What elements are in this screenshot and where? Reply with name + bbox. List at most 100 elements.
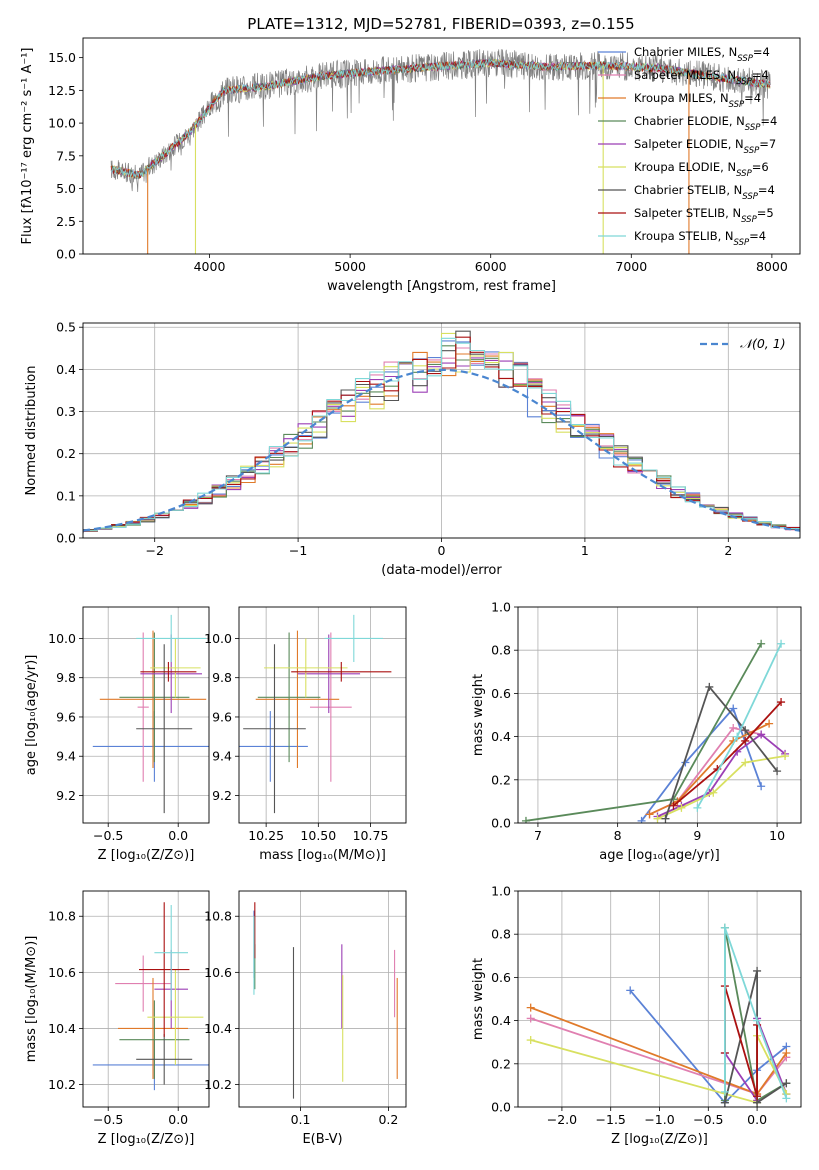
age_vs_mass-xtick-label: 10.50 xyxy=(300,828,336,843)
residuals-axes: −2 −1 0 1 2 0.0 0.1 0.2 0.3 0.4 0.5 (data-model)/er… xyxy=(24,320,800,578)
spectrum-ytick-label: 0.0 xyxy=(56,247,76,262)
mass_vs_ebv-ytick-label: 10.4 xyxy=(204,1021,232,1036)
spectrum-ytick-label: 2.5 xyxy=(56,214,76,229)
residuals-xtick-label: 1 xyxy=(581,543,589,558)
mass_weight_vs_age-ytick-label: 0.2 xyxy=(491,772,511,787)
spectrum-ytick-label: 15.0 xyxy=(48,50,76,65)
age_vs_Z-ytick-label: 9.2 xyxy=(56,788,76,803)
mass_weight_vs_age-marker-3-0 xyxy=(521,816,530,823)
age_vs_mass-xlabel: mass [log₁₀(M/M⊙)] xyxy=(259,848,386,863)
spectrum-xtick-label: 5000 xyxy=(334,259,366,274)
mass_weight_vs_age-ytick-label: 0.6 xyxy=(491,686,511,701)
residuals-frame xyxy=(82,322,801,539)
mass_weight_vs_age-marker-6-2 xyxy=(741,726,750,735)
age_vs_mass-xtick-label: 10.75 xyxy=(353,828,389,843)
mass_weight_vs_Z-line-6 xyxy=(724,970,787,1105)
mass_weight_vs_Z-marker-8-2 xyxy=(753,1016,762,1025)
mass_weight_vs_age-line-3 xyxy=(525,643,762,822)
residuals-xtick-label: 2 xyxy=(724,543,732,558)
spectrum-ytick-label: 12.5 xyxy=(48,83,76,98)
legend-label-6: Chabrier STELIB, NSSP=4 xyxy=(634,183,775,202)
age_vs_mass-ytick-label: 9.2 xyxy=(212,788,232,803)
mass_weight_vs_Z-marker-2-2 xyxy=(782,1049,791,1057)
mass_weight_vs_Z-marker-8-0 xyxy=(720,1087,729,1096)
mass_weight_vs_Z-marker-0-0 xyxy=(626,986,635,995)
mass_vs_ebv-xtick-label: 0.1 xyxy=(291,1112,311,1127)
mass_vs_Z-xtick-label: −0.5 xyxy=(93,1112,123,1127)
mass_weight_vs_Z-ytick-label: 0.0 xyxy=(491,1100,511,1115)
mass_weight_vs_age-marker-8-2 xyxy=(777,639,786,648)
residuals-ytick-label: 0.1 xyxy=(56,488,76,503)
spectrum-frame xyxy=(82,37,801,255)
mass_weight_vs_Z-line-8 xyxy=(724,927,788,1099)
mass_vs_ebv-ytick-label: 10.6 xyxy=(204,965,232,980)
normal-curve xyxy=(83,368,800,532)
mass_vs_ebv-xtick-label: 0.2 xyxy=(378,1112,398,1127)
mass_vs_Z-ytick-label: 10.6 xyxy=(48,965,76,980)
age_vs_mass-axes: 10.25 10.50 10.75 9.2 9.4 9.6 9.8 10.0 mass [log… xyxy=(204,607,406,863)
residuals-ytick-label: 0.2 xyxy=(56,446,76,461)
mass_weight_vs_Z-marker-6-0 xyxy=(720,1098,729,1107)
residuals-ylabel: Normed distribution xyxy=(24,366,39,496)
mass_weight_vs_age-series xyxy=(521,639,790,823)
mass_vs_ebv-ytick-label: 10.2 xyxy=(204,1077,232,1092)
mass_weight_vs_age-marker-6-1 xyxy=(705,682,714,691)
age_vs_mass-ytick-label: 9.8 xyxy=(212,670,232,685)
age_vs_Z-xtick-label: 0.0 xyxy=(168,828,188,843)
mass_weight_vs_age-marker-3-2 xyxy=(757,639,766,648)
mass_weight_vs_age-frame xyxy=(517,606,802,824)
mass_weight_vs_Z-xtick-label: −1.0 xyxy=(644,1112,674,1127)
legend-label-1: Salpeter MILES, NSSP=4 xyxy=(634,68,769,87)
mass_weight_vs_age-marker-7-2 xyxy=(741,736,750,745)
mass_vs_Z-xlabel: Z [log₁₀(Z/Z⊙)] xyxy=(98,1132,195,1147)
legend-label-5: Kroupa ELODIE, NSSP=6 xyxy=(634,160,769,179)
mass_vs_ebv-ytick-label: 10.8 xyxy=(204,909,232,924)
age_vs_Z-xlabel: Z [log₁₀(Z/Z⊙)] xyxy=(98,848,195,863)
mass_weight_vs_age-marker-5-4 xyxy=(781,752,790,761)
mass_vs_Z-xtick-label: 0.0 xyxy=(168,1112,188,1127)
spectrum-xtick-label: 6000 xyxy=(475,259,507,274)
mass_weight_vs_Z-frame xyxy=(517,890,802,1108)
mass_vs_ebv-frame xyxy=(238,890,407,1108)
spectrum-xtick-label: 4000 xyxy=(194,259,226,274)
mass_weight_vs_age-marker-0-3 xyxy=(757,782,766,791)
mass_weight_vs_age-line-6 xyxy=(664,685,778,819)
spectrum-axes: 4000 5000 6000 7000 8000 0.0 2.5 5.0 7.5 10.0 12.5… xyxy=(20,48,788,295)
mass_weight_vs_age-marker-2-3 xyxy=(765,719,774,728)
residuals-xlabel: (data-model)/error xyxy=(381,563,502,578)
spectrum-ytick-label: 5.0 xyxy=(56,181,76,196)
mass_weight_vs_age-marker-7-0 xyxy=(669,801,678,810)
mass_weight_vs_age-marker-4-4 xyxy=(757,730,766,739)
legend-label-0: Chabrier MILES, NSSP=4 xyxy=(634,45,770,64)
mass_weight_vs_age-ytick-label: 0.8 xyxy=(491,643,511,658)
spectrum-xtick-label: 8000 xyxy=(756,259,788,274)
mass_weight_vs_age-marker-5-0 xyxy=(653,814,662,823)
mass_vs_Z-ytick-label: 10.2 xyxy=(48,1077,76,1092)
residuals-ytick-label: 0.4 xyxy=(56,362,76,377)
mass_weight_vs_Z-xtick-label: −1.5 xyxy=(596,1112,626,1127)
legend-label-3: Chabrier ELODIE, NSSP=4 xyxy=(634,114,777,133)
legend-label-7: Salpeter STELIB, NSSP=5 xyxy=(634,206,774,225)
legend-label-8: Kroupa STELIB, NSSP=4 xyxy=(634,229,766,248)
mass_vs_Z-ylabel: mass [log₁₀(M/M⊙)] xyxy=(24,936,39,1063)
mass_weight_vs_age-ytick-label: 1.0 xyxy=(491,600,511,615)
mass_vs_Z-ytick-label: 10.4 xyxy=(48,1021,76,1036)
age_vs_Z-axes: −0.5 0.0 9.2 9.4 9.6 9.8 10.0 Z [log₁₀(Z/Z⊙)] ag… xyxy=(24,607,209,863)
age_vs_Z-ylabel: age [log₁₀(age/yr)] xyxy=(24,655,39,776)
mass_weight_vs_Z-marker-6-3 xyxy=(782,1079,791,1088)
age_vs_mass-xtick-label: 10.25 xyxy=(248,828,284,843)
spectrum-xlabel: wavelength [Angstrom, rest frame] xyxy=(327,279,556,294)
spectrum-ytick-label: 7.5 xyxy=(56,148,76,163)
mass_weight_vs_Z-marker-8-3 xyxy=(782,1094,791,1103)
mass_weight_vs_age-line-4 xyxy=(657,733,786,818)
age_vs_mass-ytick-label: 9.6 xyxy=(212,709,232,724)
age_vs_mass-points xyxy=(239,614,392,814)
mass_weight_vs_age-marker-8-1 xyxy=(733,732,742,741)
residuals-xtick-label: −1 xyxy=(289,543,307,558)
mass_weight_vs_age-marker-5-2 xyxy=(709,788,718,797)
mass_weight_vs_Z-ytick-label: 0.6 xyxy=(491,970,511,985)
mass_weight_vs_Z-line-5 xyxy=(530,1035,788,1104)
age_vs_Z-ytick-label: 10.0 xyxy=(48,631,76,646)
figure-title: PLATE=1312, MJD=52781, FIBERID=0393, z=0… xyxy=(247,15,634,33)
